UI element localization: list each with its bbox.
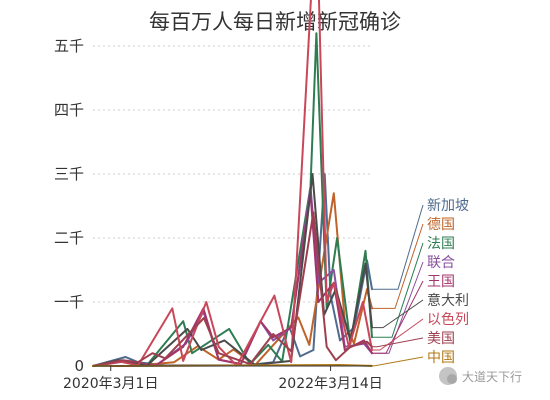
legend-label: 新加坡	[427, 198, 469, 214]
legend-label: 德国	[427, 217, 455, 233]
grid	[93, 45, 372, 303]
wechat-logo-bubble-icon	[447, 374, 457, 384]
legend-leader-line	[372, 242, 424, 338]
x-axis: 2020年3月1日 2022年3月14日	[63, 366, 383, 392]
series-line	[92, 173, 373, 367]
watermark: 大道天下行	[439, 367, 522, 385]
x-tick-label: 2020年3月1日	[63, 376, 158, 392]
series-line	[92, 211, 373, 367]
y-tick-label: 0	[74, 357, 84, 375]
series-line	[92, 32, 373, 367]
y-tick-label: 二千	[54, 229, 84, 247]
x-tick-label: 2022年3月14日	[278, 376, 382, 392]
y-axis: 0 一千 二千 三千 四千 五千	[54, 37, 84, 375]
legend-label: 联合	[427, 255, 455, 271]
y-tick-label: 四千	[54, 101, 84, 119]
legend-label: 意大利	[427, 292, 469, 309]
watermark-text: 大道天下行	[462, 370, 522, 384]
series-line	[92, 0, 373, 367]
legend-leader-line	[372, 318, 424, 351]
legend-leader-line	[372, 223, 424, 309]
y-tick-label: 一千	[54, 293, 84, 311]
chart-title: 每百万人每日新增新冠确诊	[149, 10, 401, 34]
legend-label: 美国	[427, 331, 455, 347]
legend-label: 王国	[427, 274, 455, 290]
legend-label: 中国	[427, 350, 455, 366]
series-lines	[92, 0, 373, 367]
legend-leader-line	[372, 337, 424, 348]
y-tick-label: 五千	[54, 37, 84, 55]
legend-leader-line	[372, 356, 424, 367]
legend-label: 以色列	[427, 311, 469, 328]
legend-leader-line	[372, 280, 424, 354]
y-tick-label: 三千	[54, 165, 84, 183]
legend-leader-line	[372, 299, 424, 329]
legend-label: 法国	[427, 236, 455, 252]
legend-leader-line	[372, 204, 424, 290]
series-line	[92, 192, 373, 367]
series-line	[92, 173, 373, 367]
